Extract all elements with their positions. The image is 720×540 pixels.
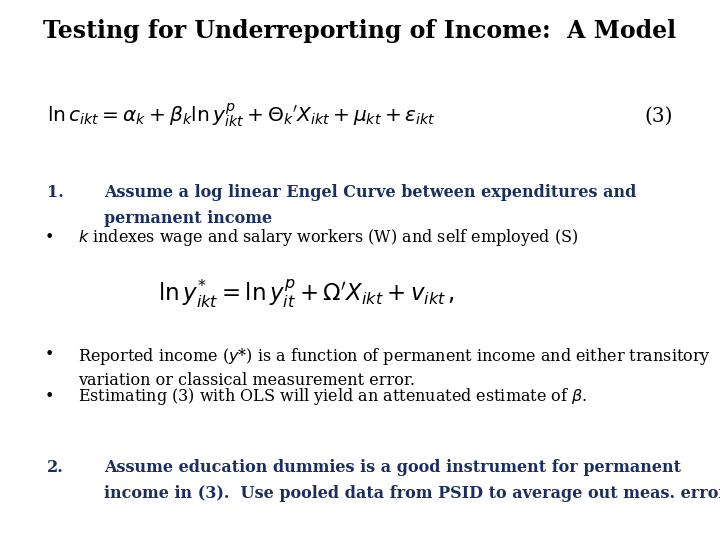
Text: variation or classical measurement error.: variation or classical measurement error…: [78, 372, 415, 388]
Text: $\ln y^{*}_{ikt} = \ln y^p_{it} + \Omega^{\prime} X_{ikt} + v_{ikt}\,,$: $\ln y^{*}_{ikt} = \ln y^p_{it} + \Omega…: [158, 278, 455, 310]
Text: Reported income ($y$*) is a function of permanent income and either transitory: Reported income ($y$*) is a function of …: [78, 346, 711, 367]
Text: 2.: 2.: [47, 459, 63, 476]
Text: Assume a log linear Engel Curve between expenditures and: Assume a log linear Engel Curve between …: [104, 184, 636, 200]
Text: income in (3).  Use pooled data from PSID to average out meas. error.: income in (3). Use pooled data from PSID…: [104, 485, 720, 502]
Text: Assume education dummies is a good instrument for permanent: Assume education dummies is a good instr…: [104, 459, 681, 476]
Text: •: •: [45, 346, 54, 362]
Text: •: •: [45, 388, 54, 406]
Text: Testing for Underreporting of Income:  A Model: Testing for Underreporting of Income: A …: [43, 19, 677, 43]
Text: $\ln c_{ikt} = \alpha_k + \beta_k \ln y^p_{ikt} + \Theta_k{}^{\prime} X_{ikt} + : $\ln c_{ikt} = \alpha_k + \beta_k \ln y^…: [47, 102, 436, 130]
Text: Estimating (3) with OLS will yield an attenuated estimate of $\beta$.: Estimating (3) with OLS will yield an at…: [78, 387, 587, 407]
Text: (3): (3): [644, 106, 673, 126]
Text: permanent income: permanent income: [104, 210, 273, 226]
Text: $k$ indexes wage and salary workers (W) and self employed (S): $k$ indexes wage and salary workers (W) …: [78, 227, 578, 248]
Text: 1.: 1.: [47, 184, 63, 200]
Text: •: •: [45, 229, 54, 246]
